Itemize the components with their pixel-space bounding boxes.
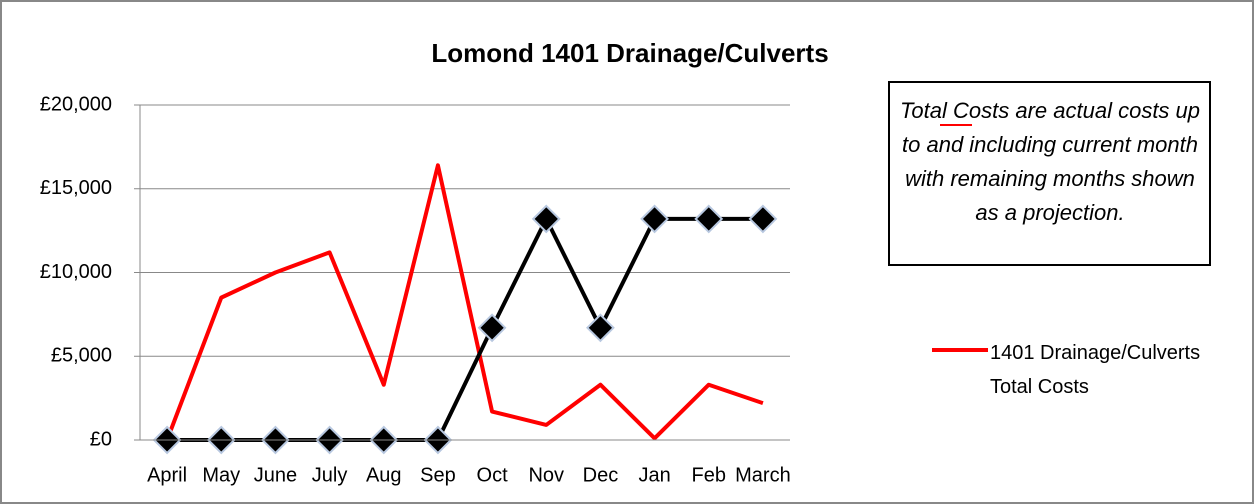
chart-title: Lomond 1401 Drainage/Culverts <box>431 38 828 68</box>
y-tick-label: £15,000 <box>40 177 112 199</box>
x-tick-label: March <box>735 464 791 486</box>
data-point <box>586 313 615 343</box>
x-tick-label: Aug <box>366 464 402 486</box>
x-tick-label: April <box>147 464 187 486</box>
x-tick-label: May <box>202 464 240 486</box>
y-tick-label: £20,000 <box>40 93 112 115</box>
data-point <box>694 204 724 234</box>
x-tick-label: Oct <box>477 464 509 486</box>
x-tick-label: July <box>312 464 348 486</box>
y-tick-label: £0 <box>90 428 112 450</box>
x-tick-label: Dec <box>583 464 619 486</box>
x-tick-label: Jan <box>638 464 670 486</box>
x-tick-label: June <box>254 464 297 486</box>
legend-label: 1401 Drainage/Culverts Total Costs <box>990 342 1201 398</box>
data-point <box>640 204 669 234</box>
data-point <box>748 204 778 234</box>
series-line <box>165 163 764 441</box>
y-tick-label: £5,000 <box>51 345 112 367</box>
x-tick-label: Sep <box>420 464 456 486</box>
y-tick-label: £10,000 <box>40 261 112 283</box>
x-tick-label: Nov <box>528 464 564 486</box>
annotation: Total Costs are actual costs up to and i… <box>900 98 1201 225</box>
data-point <box>477 313 507 343</box>
data-point <box>531 204 561 234</box>
x-tick-label: Feb <box>692 464 726 486</box>
annotation-box <box>888 81 1211 266</box>
